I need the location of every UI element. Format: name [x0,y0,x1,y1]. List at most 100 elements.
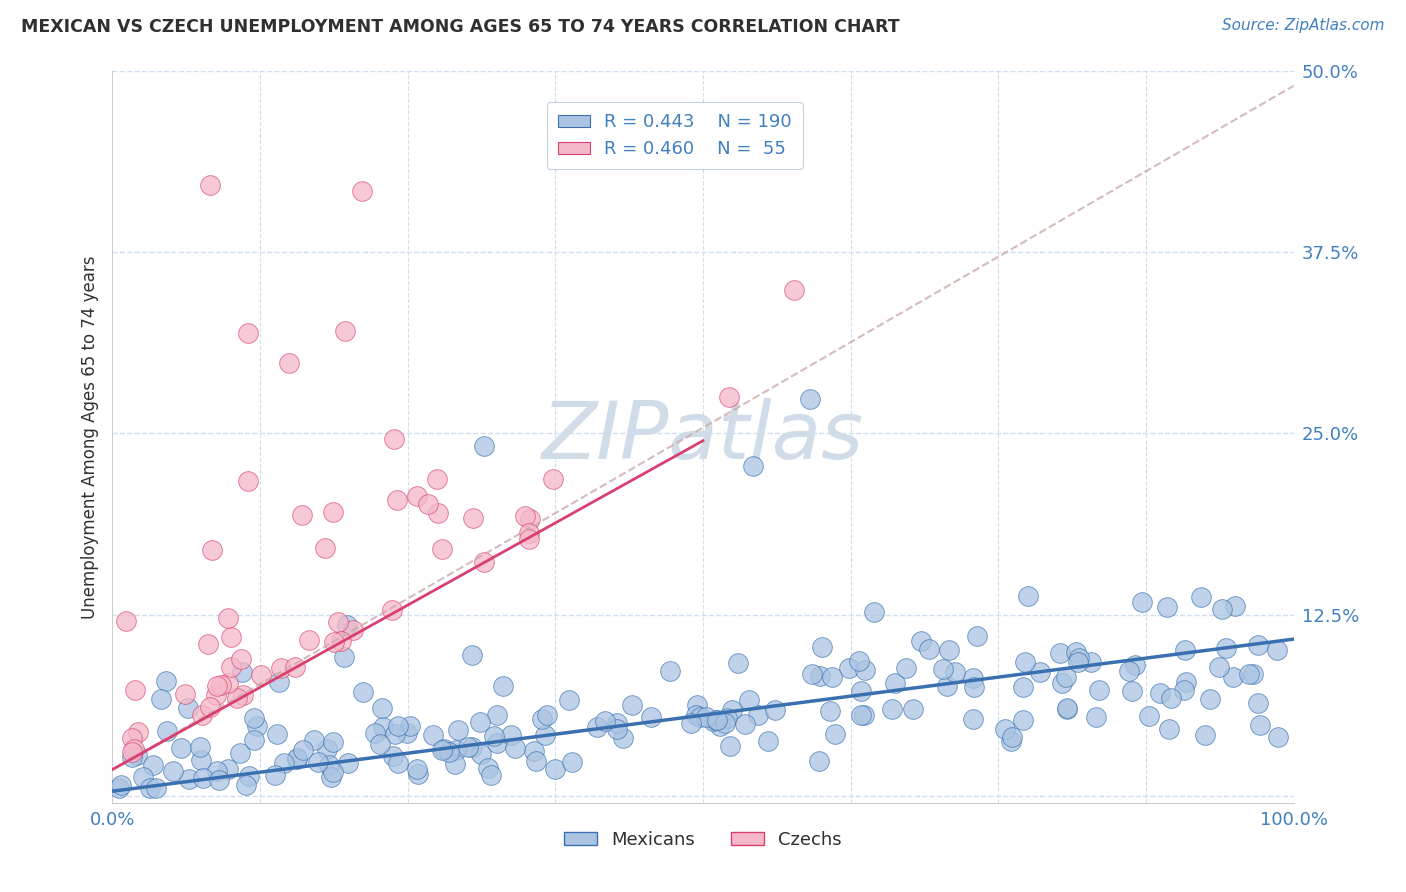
Point [371,720,394,734]
Point [156,724,179,739]
Point [479,767,502,781]
Point [853,707,876,722]
Point [250,668,273,682]
Point [799,392,821,406]
Point [162,764,184,778]
Point [422,728,444,742]
Point [1056,701,1078,715]
Legend: Mexicans, Czechs: Mexicans, Czechs [557,823,849,856]
Point [818,704,841,718]
Point [1173,683,1195,698]
Point [235,778,257,792]
Point [231,665,253,680]
Point [125,748,148,763]
Point [307,755,329,769]
Point [485,736,508,750]
Point [756,734,779,748]
Point [318,757,340,772]
Point [558,693,581,707]
Point [337,756,360,771]
Point [370,700,392,714]
Point [217,611,239,625]
Point [1247,697,1270,711]
Point [121,745,143,759]
Point [298,633,321,648]
Point [229,746,252,760]
Point [457,740,479,755]
Point [1067,651,1090,665]
Point [606,722,628,736]
Point [1001,730,1024,744]
Point [219,631,242,645]
Point [1246,638,1268,652]
Point [706,713,728,727]
Point [910,634,932,648]
Point [1174,643,1197,657]
Point [880,701,903,715]
Point [285,752,308,766]
Point [437,745,460,759]
Point [530,712,553,726]
Point [461,739,484,754]
Point [322,505,344,519]
Point [1249,718,1271,732]
Point [266,727,288,741]
Point [560,755,582,769]
Point [217,676,239,690]
Point [229,652,252,666]
Point [1121,684,1143,698]
Point [734,716,756,731]
Point [721,703,744,717]
Point [226,690,249,705]
Point [718,739,741,753]
Point [689,710,711,724]
Point [994,722,1017,736]
Point [1017,589,1039,603]
Point [1088,683,1111,698]
Point [1130,595,1153,609]
Point [430,743,453,757]
Point [1156,600,1178,615]
Point [170,740,193,755]
Point [704,713,727,727]
Point [848,654,870,668]
Point [917,642,939,657]
Point [432,542,454,557]
Point [612,731,634,745]
Point [966,629,988,643]
Point [963,680,986,694]
Point [246,718,269,732]
Y-axis label: Unemployment Among Ages 65 to 74 years: Unemployment Among Ages 65 to 74 years [80,255,98,619]
Point [173,687,195,701]
Point [209,678,232,692]
Point [477,760,499,774]
Point [1049,646,1071,660]
Point [188,740,211,755]
Text: ZIPatlas: ZIPatlas [541,398,865,476]
Point [316,741,339,756]
Point [686,698,709,713]
Point [427,506,450,520]
Point [544,762,567,776]
Point [821,670,844,684]
Point [198,178,221,192]
Point [238,769,260,783]
Point [406,763,429,777]
Point [747,707,769,722]
Point [1137,709,1160,723]
Point [115,614,138,628]
Point [201,542,224,557]
Point [1064,645,1087,659]
Point [714,715,737,730]
Point [270,661,292,675]
Point [302,732,325,747]
Point [472,555,495,569]
Point [333,325,356,339]
Point [149,691,172,706]
Point [232,688,254,702]
Point [534,728,557,742]
Point [492,679,515,693]
Point [193,771,215,785]
Point [446,742,468,756]
Point [384,727,406,741]
